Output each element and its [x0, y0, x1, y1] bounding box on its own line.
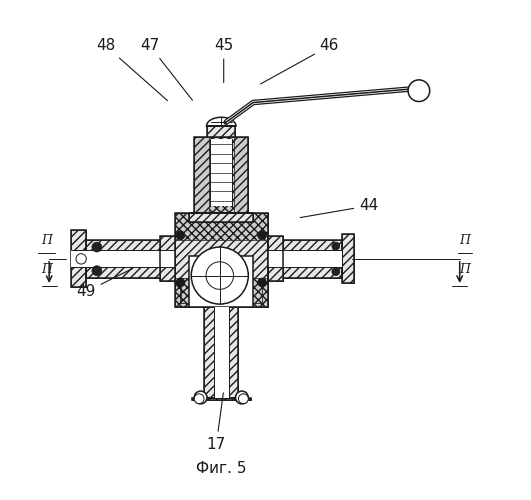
Bar — [268, 240, 342, 278]
Bar — [194, 137, 249, 213]
Circle shape — [92, 242, 102, 252]
Bar — [234, 137, 249, 213]
Text: 17: 17 — [207, 393, 226, 452]
Bar — [194, 137, 249, 213]
Bar — [189, 213, 253, 222]
Text: П: П — [41, 234, 52, 246]
Bar — [208, 126, 235, 137]
Bar — [268, 250, 342, 267]
Bar — [86, 240, 175, 278]
Circle shape — [176, 278, 185, 287]
Circle shape — [76, 254, 86, 264]
Bar — [189, 256, 253, 306]
Bar — [160, 236, 175, 281]
Bar — [268, 240, 342, 278]
Text: 49: 49 — [76, 268, 133, 300]
Text: 48: 48 — [96, 38, 168, 100]
Bar — [210, 140, 232, 206]
Text: 44: 44 — [300, 198, 379, 218]
Polygon shape — [207, 118, 236, 126]
Bar — [181, 254, 262, 303]
Bar — [160, 236, 175, 281]
Circle shape — [194, 394, 204, 404]
Circle shape — [92, 266, 102, 276]
Circle shape — [191, 247, 249, 304]
Bar — [175, 213, 268, 306]
Circle shape — [194, 391, 207, 404]
Bar — [175, 240, 268, 278]
Circle shape — [408, 80, 430, 102]
Bar — [342, 234, 354, 284]
Bar — [192, 398, 251, 400]
Bar — [181, 254, 262, 303]
Circle shape — [332, 242, 340, 250]
Bar — [194, 137, 209, 213]
Text: П: П — [41, 263, 52, 276]
Bar — [71, 230, 86, 287]
Bar — [204, 306, 238, 398]
Bar — [342, 234, 354, 284]
Text: 46: 46 — [261, 38, 339, 84]
Bar — [268, 236, 282, 281]
Circle shape — [332, 268, 340, 276]
Bar — [71, 250, 175, 267]
Bar — [268, 236, 282, 281]
Text: Фиг. 5: Фиг. 5 — [196, 462, 246, 476]
Circle shape — [258, 278, 267, 287]
Bar — [71, 230, 86, 287]
Circle shape — [206, 262, 234, 289]
Text: 47: 47 — [140, 38, 193, 100]
Circle shape — [238, 394, 249, 404]
Bar — [189, 213, 253, 222]
Text: П: П — [459, 263, 470, 276]
Text: 45: 45 — [214, 38, 233, 82]
Bar — [86, 240, 175, 278]
Bar — [204, 306, 238, 398]
Bar — [192, 398, 251, 400]
Bar — [214, 306, 229, 398]
Circle shape — [236, 391, 249, 404]
Bar — [208, 126, 235, 137]
Circle shape — [258, 231, 267, 239]
Bar — [175, 213, 268, 306]
Circle shape — [176, 231, 185, 239]
Text: П: П — [459, 234, 470, 246]
